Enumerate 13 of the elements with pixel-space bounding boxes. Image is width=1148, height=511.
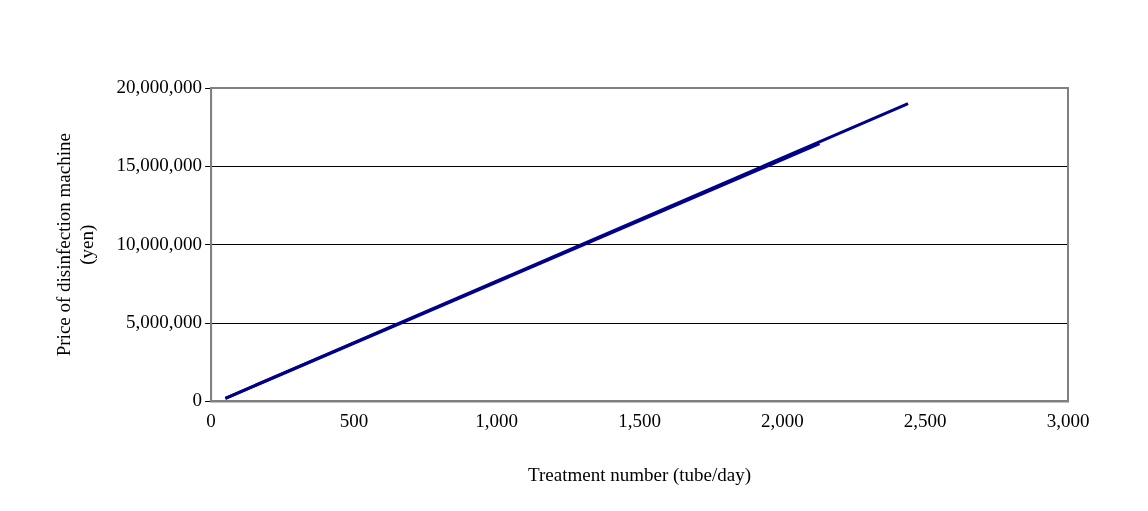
x-tick-label: 2,500 [903, 409, 947, 431]
x-tick-label: 500 [339, 409, 369, 431]
y-axis-title: Price of disinfection machine (yen) [53, 133, 99, 357]
x-tick-label: 3,000 [1046, 409, 1090, 431]
y-tick-label: 10,000,000 [116, 232, 203, 254]
y-tick-label: 15,000,000 [116, 154, 203, 176]
x-tick-label: 1,500 [618, 409, 661, 431]
x-axis-title: Treatment number (tube/day) [528, 463, 752, 486]
y-tick-label: 0 [192, 389, 203, 411]
x-tick-label: 2,000 [760, 409, 804, 431]
x-tick-label: 1,000 [475, 409, 519, 431]
y-tick-label: 5,000,000 [126, 311, 203, 333]
y-tick-label: 20,000,000 [116, 75, 203, 97]
